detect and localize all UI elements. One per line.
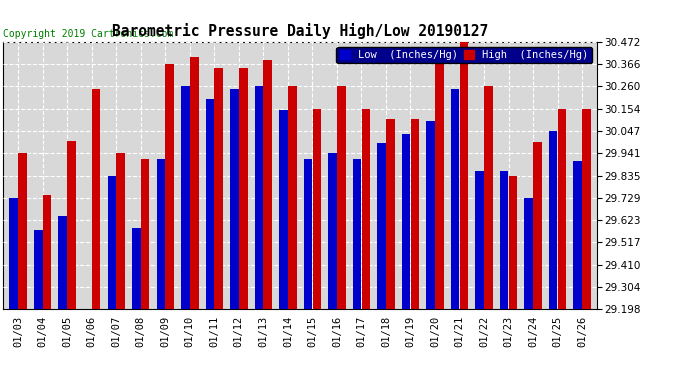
Bar (92, 89, 101, 309)
Bar (484, 87, 493, 309)
Bar (328, 153, 337, 309)
Bar (411, 119, 420, 309)
Bar (166, 64, 174, 309)
Bar (362, 109, 370, 309)
Bar (215, 68, 223, 309)
Bar (190, 57, 199, 309)
Bar (500, 171, 509, 309)
Bar (141, 159, 150, 309)
Bar (377, 143, 386, 309)
Bar (132, 228, 141, 309)
Bar (43, 195, 51, 309)
Bar (313, 109, 321, 309)
Bar (279, 110, 288, 309)
Bar (386, 119, 395, 309)
Bar (435, 56, 444, 309)
Bar (533, 142, 542, 309)
Bar (10, 198, 18, 309)
Bar (181, 87, 190, 309)
Bar (451, 89, 460, 309)
Bar (59, 216, 67, 309)
Bar (304, 159, 313, 309)
Bar (264, 60, 272, 309)
Bar (68, 141, 76, 309)
Bar (549, 131, 558, 309)
Bar (230, 89, 239, 309)
Bar (582, 109, 591, 309)
Bar (509, 176, 518, 309)
Bar (337, 87, 346, 309)
Bar (402, 134, 411, 309)
Bar (475, 171, 484, 309)
Title: Barometric Pressure Daily High/Low 20190127: Barometric Pressure Daily High/Low 20190… (112, 24, 489, 39)
Bar (573, 161, 582, 309)
Bar (108, 176, 116, 309)
Text: Copyright 2019 Cartronics.com: Copyright 2019 Cartronics.com (3, 29, 174, 39)
Bar (524, 198, 533, 309)
Bar (426, 121, 435, 309)
Bar (18, 153, 27, 309)
Bar (255, 87, 264, 309)
Bar (117, 153, 125, 309)
Bar (353, 159, 362, 309)
Bar (157, 159, 165, 309)
Legend: Low  (Inches/Hg), High  (Inches/Hg): Low (Inches/Hg), High (Inches/Hg) (337, 47, 591, 63)
Bar (239, 68, 248, 309)
Bar (34, 231, 43, 309)
Bar (206, 99, 214, 309)
Bar (558, 109, 566, 309)
Bar (460, 42, 469, 309)
Bar (288, 87, 297, 309)
